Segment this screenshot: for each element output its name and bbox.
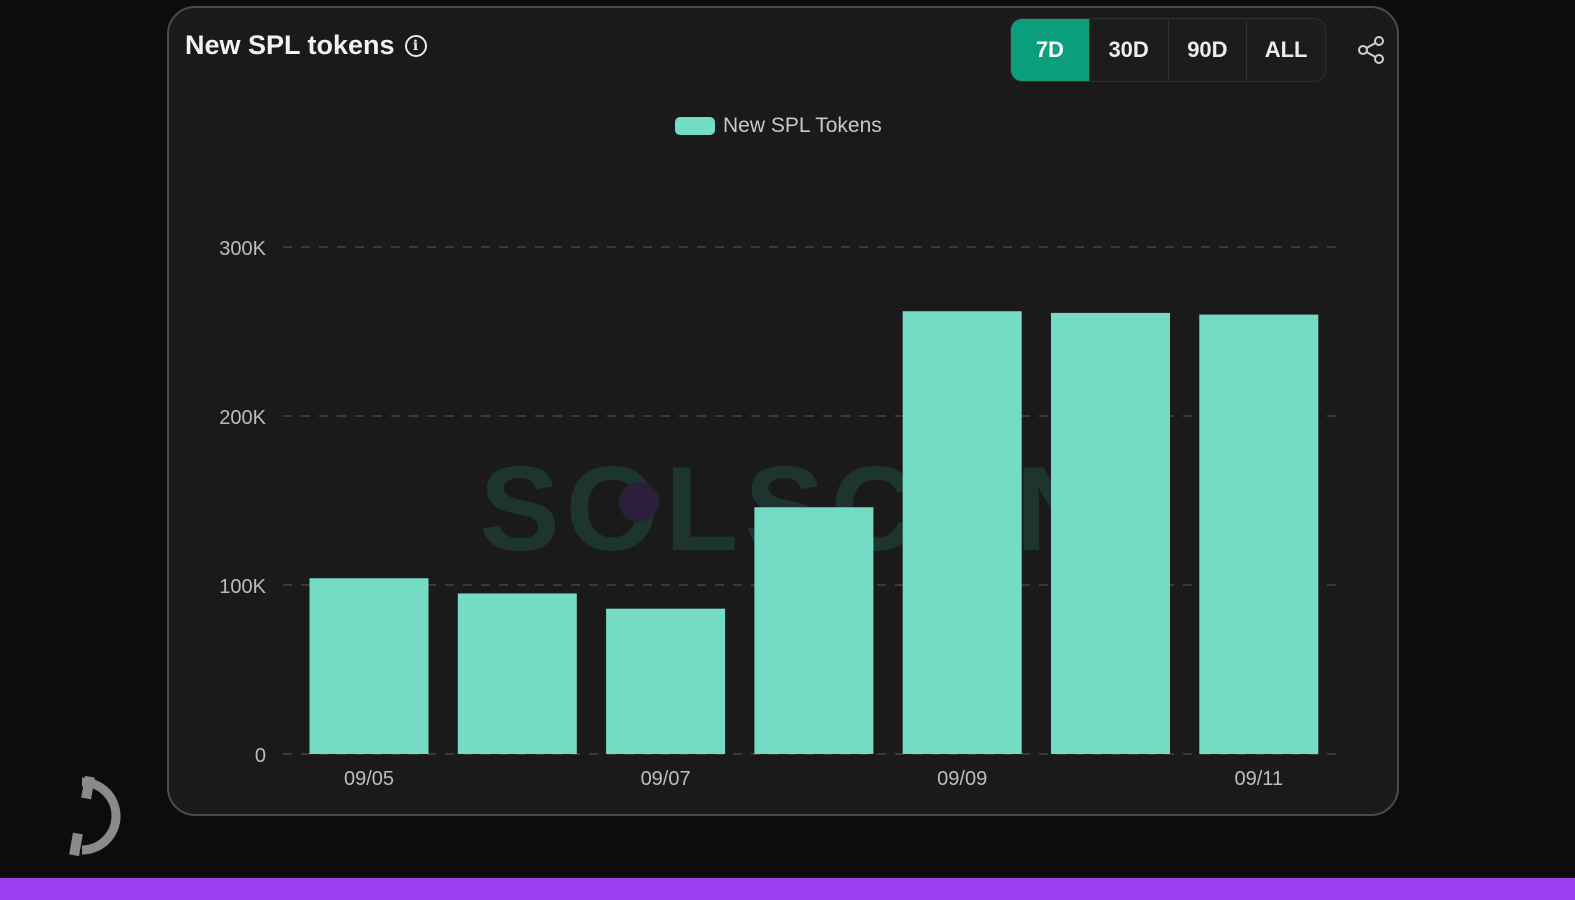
x-tick-label: 09/07 (641, 768, 691, 790)
brand-logo-icon (69, 775, 121, 857)
range-7d-button[interactable]: 7D (1011, 19, 1090, 81)
bottom-brand-bar (0, 878, 1575, 900)
bar-09-09 (902, 311, 1022, 754)
bar-09-08 (754, 507, 874, 754)
range-90d-button[interactable]: 90D (1169, 19, 1248, 81)
y-tick-label: 300K (219, 238, 266, 260)
bars (309, 311, 1319, 754)
bar-09-07 (606, 608, 726, 754)
y-tick-label: 200K (219, 407, 266, 429)
bar-09-06 (457, 593, 577, 754)
y-tick-label: 100K (219, 576, 266, 598)
legend-label: New SPL Tokens (723, 114, 882, 137)
chart-legend[interactable]: New SPL Tokens (675, 114, 882, 138)
watermark-dot (619, 482, 659, 522)
chart-title-row: New SPL tokens i (185, 30, 427, 61)
y-axis-ticks: 0 100K 200K 300K (219, 238, 266, 767)
x-tick-label: 09/05 (344, 768, 394, 790)
legend-swatch (675, 117, 715, 135)
info-icon[interactable]: i (404, 34, 427, 57)
bar-09-05 (309, 578, 429, 754)
range-all-button[interactable]: ALL (1264, 37, 1308, 62)
range-30d-button[interactable]: 30D (1090, 19, 1169, 81)
y-tick-label: 0 (255, 745, 266, 767)
range-selector: 7D 30D 90D ALL (1010, 18, 1326, 82)
share-icon[interactable] (1355, 34, 1387, 66)
chart-card: New SPL tokens i 7D 30D 90D ALL New SPL … (167, 6, 1399, 816)
chart-title: New SPL tokens (185, 30, 395, 60)
bar-09-10 (1051, 312, 1170, 754)
x-axis-ticks: 09/05 09/07 09/09 09/11 (344, 768, 1283, 790)
bar-09-11 (1199, 314, 1319, 754)
x-tick-label: 09/11 (1235, 768, 1284, 790)
x-tick-label: 09/09 (937, 768, 987, 790)
